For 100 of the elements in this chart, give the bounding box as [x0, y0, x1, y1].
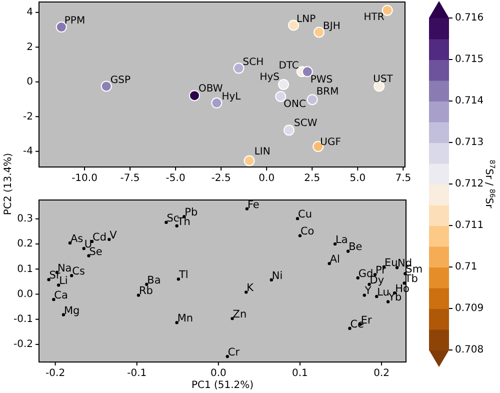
- annotation: ONC: [284, 99, 306, 110]
- annotation: HyL: [222, 92, 242, 103]
- annotation: PPM: [64, 16, 86, 27]
- point: [296, 216, 300, 220]
- point: [100, 80, 112, 92]
- point: [70, 274, 74, 278]
- point: [175, 320, 178, 324]
- x-tick-label: 5.0: [350, 173, 366, 184]
- x-tick-label: 7.5: [395, 173, 412, 184]
- series-label: Pr: [376, 264, 387, 277]
- point: [288, 20, 300, 31]
- x-tick-label: -7.5: [120, 173, 140, 184]
- point: [211, 97, 222, 108]
- point: [245, 207, 249, 210]
- point: [226, 354, 229, 358]
- point: [346, 250, 350, 253]
- series-label: As: [70, 232, 84, 245]
- x-tick-label: -0.1: [127, 368, 147, 379]
- series-label: V: [110, 229, 118, 242]
- series-label: K: [246, 282, 255, 294]
- series-label: Cu: [298, 208, 312, 221]
- series-label: Pb: [184, 206, 198, 219]
- point: [333, 242, 337, 246]
- series-label: Tl: [178, 269, 188, 282]
- annotation: SCH: [242, 56, 264, 68]
- x-tick-label: -10.0: [72, 173, 98, 184]
- series-label: Sr: [49, 270, 61, 282]
- point: [244, 155, 255, 166]
- color-bar-label: 0.713: [455, 137, 484, 148]
- color-bar-label: 0.715: [455, 54, 484, 66]
- y-tick-label: 0.1: [17, 264, 33, 275]
- point: [164, 220, 168, 224]
- series-label: Eu: [384, 256, 398, 269]
- series-label: Ca: [54, 289, 68, 302]
- point: [306, 94, 318, 106]
- series-label: Cs: [72, 266, 85, 278]
- point: [47, 278, 50, 282]
- y-axis-title: PC2 (13.4%): [3, 152, 14, 216]
- point: [233, 62, 244, 74]
- series-label: Yb: [388, 292, 402, 304]
- y-tick-label: 2: [26, 42, 33, 53]
- series-label: Y: [364, 285, 372, 298]
- y-tick-label: 0.0: [17, 288, 33, 300]
- series-label: Ba: [147, 274, 161, 286]
- color-bar-label: 0.711: [455, 220, 484, 232]
- point: [56, 284, 60, 287]
- y-tick-label: -0.2: [13, 339, 33, 350]
- point: [356, 276, 360, 280]
- color-bar-label: 0.716: [455, 12, 484, 24]
- point: [136, 294, 140, 297]
- point: [270, 278, 274, 282]
- series-label: Al: [330, 254, 340, 266]
- point: [284, 124, 295, 136]
- x-axis-title: PC1 (51.2%): [191, 380, 254, 391]
- series-label: Lu: [377, 286, 390, 298]
- series-label: Zn: [232, 308, 247, 321]
- x-tick-label: 0.2: [374, 368, 390, 379]
- point: [278, 79, 290, 90]
- y-tick-label: -0.1: [13, 314, 33, 326]
- point: [87, 254, 90, 258]
- color-bar-label: 0.708: [455, 344, 484, 356]
- annotation: LNP: [296, 14, 316, 26]
- series-label: Mg: [64, 304, 80, 317]
- annotation: PWS: [310, 74, 333, 86]
- x-tick-label: -2.5: [211, 173, 231, 184]
- color-bar-label: 0.709: [455, 303, 484, 314]
- point: [56, 22, 67, 33]
- x-tick-label: -0.2: [46, 368, 66, 379]
- series-label: Fe: [247, 198, 260, 211]
- annotation: GSP: [110, 74, 131, 86]
- y-tick-label: -2: [23, 111, 33, 122]
- series-label: Cr: [228, 346, 240, 358]
- series-label: Li: [59, 275, 68, 288]
- annotation: HTR: [364, 12, 384, 24]
- point: [244, 290, 248, 294]
- annotation: UST: [373, 74, 394, 85]
- series-label: Ni: [272, 270, 283, 282]
- y-tick-label: -4: [23, 146, 33, 158]
- point: [230, 316, 234, 320]
- color-bar-label: 0.714: [455, 96, 484, 107]
- point: [362, 294, 366, 297]
- point: [314, 26, 325, 38]
- annotation: UGF: [320, 137, 342, 148]
- annotation: BRM: [316, 86, 339, 98]
- annotation: DTC: [278, 60, 299, 72]
- point: [375, 294, 378, 298]
- series-label: La: [336, 234, 348, 246]
- point: [298, 234, 302, 238]
- annotation: OBW: [198, 83, 223, 94]
- point: [176, 278, 180, 281]
- color-bar-label: 0.71: [455, 262, 478, 273]
- annotation: SCW: [294, 118, 318, 129]
- annotation: BJH: [323, 20, 340, 32]
- x-tick-label: 0.0: [258, 173, 275, 184]
- annotation: HyS: [260, 72, 280, 84]
- color-bar-label: 0.712: [455, 178, 484, 190]
- y-tick-label: 0: [26, 76, 33, 88]
- point: [82, 246, 86, 250]
- y-tick-label: 0.2: [17, 238, 33, 250]
- series-label: Cd: [92, 231, 107, 244]
